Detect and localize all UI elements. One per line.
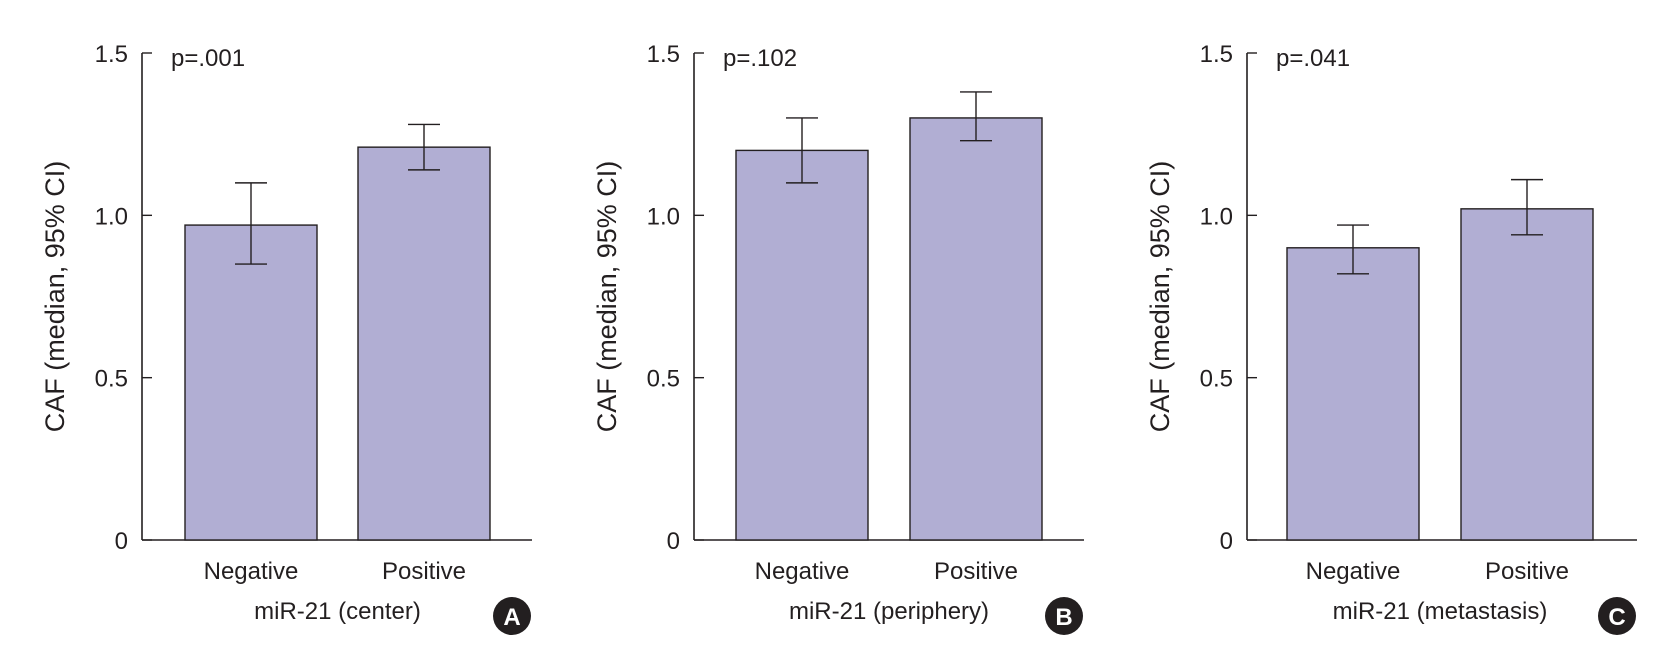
- y-tick-label: 0: [115, 528, 128, 555]
- y-tick-label: 1.0: [95, 203, 128, 230]
- p-value-annotation: p=.041: [1276, 45, 1350, 72]
- bar-negative: [184, 224, 318, 541]
- chart-panel-a: 0 0.5 1.0 1.5 CAF (median, 95% CI) p=.001 Nega…: [40, 41, 532, 635]
- y-tick-label: 0.5: [647, 366, 680, 393]
- bar-positive: [357, 146, 491, 541]
- y-axis-title: CAF (median, 95% CI): [1145, 161, 1175, 433]
- panel-badge-label: A: [503, 604, 520, 631]
- y-tick-label: 1.0: [1200, 203, 1233, 230]
- bar-negative: [1286, 247, 1420, 541]
- bar-negative: [735, 149, 869, 541]
- y-tick-label: 0: [1220, 528, 1233, 555]
- x-axis-title: miR-21 (center): [254, 598, 421, 625]
- y-tick-label: 0.5: [1200, 366, 1233, 393]
- x-axis-title: miR-21 (metastasis): [1333, 598, 1548, 625]
- y-axis-title: CAF (median, 95% CI): [40, 161, 70, 433]
- y-tick-label: 1.5: [1200, 41, 1233, 68]
- chart-panel-c: 0 0.5 1.0 1.5 CAF (median, 95% CI) p=.041 Nega…: [1145, 41, 1637, 635]
- bar-positive: [909, 117, 1043, 541]
- y-tick-label: 0.5: [95, 366, 128, 393]
- panel-badge-label: B: [1055, 604, 1072, 631]
- x-category-label: Positive: [934, 558, 1018, 585]
- panel-badge: [1598, 597, 1636, 635]
- chart-panel-b: 0 0.5 1.0 1.5 CAF (median, 95% CI) p=.102 Nega…: [592, 41, 1084, 635]
- p-value-annotation: p=.102: [723, 45, 797, 72]
- x-category-label: Positive: [382, 558, 466, 585]
- bar-positive: [1460, 208, 1594, 541]
- p-value-annotation: p=.001: [171, 45, 245, 72]
- x-category-label: Negative: [755, 558, 850, 585]
- x-category-label: Negative: [204, 558, 299, 585]
- y-axis-title: CAF (median, 95% CI): [592, 161, 622, 433]
- x-category-label: Negative: [1306, 558, 1401, 585]
- panel-badge-label: C: [1608, 604, 1625, 631]
- panel-badge: [1045, 597, 1083, 635]
- panel-badge: [493, 597, 531, 635]
- y-tick-label: 0: [667, 528, 680, 555]
- x-axis-title: miR-21 (periphery): [789, 598, 989, 625]
- y-tick-label: 1.5: [95, 41, 128, 68]
- y-tick-label: 1.5: [647, 41, 680, 68]
- y-tick-label: 1.0: [647, 203, 680, 230]
- x-category-label: Positive: [1485, 558, 1569, 585]
